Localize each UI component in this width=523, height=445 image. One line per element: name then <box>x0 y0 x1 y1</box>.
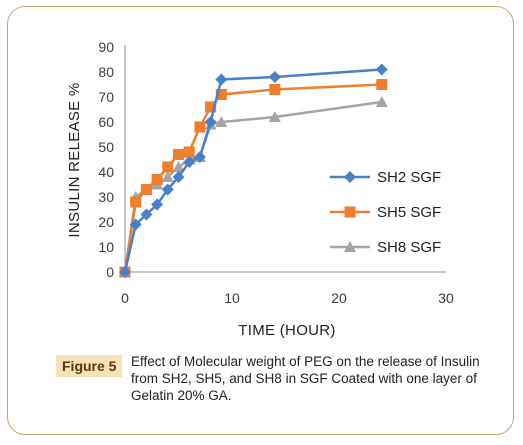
data-point <box>162 161 174 173</box>
y-tick-label: 40 <box>98 164 114 180</box>
x-tick-label: 10 <box>224 290 240 306</box>
x-tick-labels: 0 10 20 30 <box>121 290 454 306</box>
data-point <box>173 149 184 160</box>
legend-entry: SH8 SGF <box>330 239 441 256</box>
data-point <box>151 174 163 185</box>
y-axis-title: INSULIN RELEASE % <box>66 82 83 237</box>
y-tick-label: 80 <box>98 64 114 80</box>
legend-label: SH2 SGF <box>377 169 441 186</box>
series-sh2-sgf <box>119 63 388 278</box>
data-point <box>215 89 227 100</box>
data-point <box>130 196 142 208</box>
x-tick-label: 20 <box>331 290 347 306</box>
data-point <box>183 156 196 168</box>
data-point <box>119 266 131 278</box>
legend-marker <box>344 206 356 218</box>
legend-entry: SH5 SGF <box>330 204 441 221</box>
chart-axes <box>124 45 446 273</box>
data-point <box>215 73 228 86</box>
y-tick-label: 30 <box>98 189 114 205</box>
data-point <box>268 71 281 83</box>
data-point <box>172 161 185 172</box>
data-point <box>215 116 228 127</box>
chart-legend: SH2 SGF SH5 SGF SH8 SGF <box>330 169 441 256</box>
legend-marker <box>344 171 356 183</box>
y-tick-label: 50 <box>98 139 114 155</box>
y-tick-label: 0 <box>106 264 114 280</box>
y-tick-labels: 0 10 20 30 40 50 60 70 80 90 <box>98 39 114 280</box>
y-tick-label: 60 <box>98 114 114 130</box>
y-tick-label: 70 <box>98 89 114 105</box>
legend-label: SH8 SGF <box>377 239 441 256</box>
y-tick-label: 90 <box>98 39 114 55</box>
legend-entry: SH2 SGF <box>330 169 441 186</box>
y-tick-label: 20 <box>98 214 114 230</box>
x-tick-label: 30 <box>438 290 454 306</box>
data-point <box>129 218 142 231</box>
data-point <box>375 96 388 107</box>
data-point <box>140 208 153 221</box>
y-tick-label: 10 <box>98 239 114 255</box>
figure-label: Figure 5 <box>56 355 123 377</box>
data-point <box>194 121 206 133</box>
legend-marker <box>344 241 356 252</box>
data-point <box>161 171 174 182</box>
data-point <box>140 184 152 195</box>
data-point <box>172 171 185 183</box>
data-point <box>269 84 281 95</box>
data-point <box>268 111 281 122</box>
x-tick-label: 0 <box>121 290 129 306</box>
data-point <box>193 151 206 163</box>
data-point <box>161 183 174 196</box>
data-point <box>183 146 195 158</box>
caption-text: Effect of Molecular weight of PEG on the… <box>131 354 480 403</box>
data-point <box>376 79 388 90</box>
data-point <box>204 116 217 128</box>
data-point <box>151 198 164 211</box>
data-point <box>205 101 217 113</box>
chart-series <box>119 63 388 278</box>
data-point <box>375 63 388 76</box>
legend-label: SH5 SGF <box>377 204 441 221</box>
x-axis-title: TIME (HOUR) <box>238 322 335 339</box>
